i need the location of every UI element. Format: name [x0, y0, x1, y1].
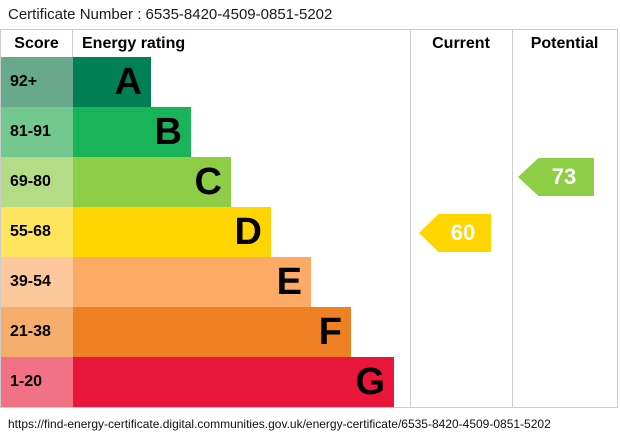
- band-letter: C: [194, 161, 222, 203]
- band-row-b: 81-91 B: [1, 107, 617, 157]
- current-rating-value: 60: [450, 220, 476, 245]
- band-letter: E: [276, 261, 302, 303]
- band-row-g: 1-20 G: [1, 357, 617, 407]
- band-letter: B: [154, 111, 182, 153]
- band-letter: A: [114, 61, 142, 103]
- band-score-range: 1-20: [1, 357, 73, 407]
- energy-rating-column-header: Energy rating: [82, 34, 186, 52]
- band-score-range: 39-54: [1, 257, 73, 307]
- band-row-f: 21-38 F: [1, 307, 617, 357]
- potential-column-divider: [512, 30, 513, 407]
- band-score-range: 69-80: [1, 157, 73, 207]
- band-bar: A: [73, 57, 151, 107]
- band-score-range: 21-38: [1, 307, 73, 357]
- band-bar: C: [73, 157, 231, 207]
- band-letter: G: [355, 361, 385, 403]
- band-letter: D: [234, 211, 262, 253]
- potential-rating-value: 73: [551, 164, 577, 189]
- certificate-number-title: Certificate Number : 6535-8420-4509-0851…: [8, 6, 333, 23]
- band-bar: G: [73, 357, 394, 407]
- band-score-range: 55-68: [1, 207, 73, 257]
- band-bar: F: [73, 307, 351, 357]
- energy-rating-table: Score Energy rating Current Potential 92…: [0, 29, 618, 408]
- band-row-c: 69-80 C: [1, 157, 617, 207]
- band-score-range: 92+: [1, 57, 73, 107]
- current-column-divider: [410, 30, 411, 407]
- band-bar: B: [73, 107, 191, 157]
- band-bar: E: [73, 257, 311, 307]
- band-letter: F: [318, 311, 342, 353]
- band-row-e: 39-54 E: [1, 257, 617, 307]
- band-row-a: 92+ A: [1, 57, 617, 107]
- band-score-range: 81-91: [1, 107, 73, 157]
- table-header-row: Score Energy rating Current Potential: [1, 30, 617, 57]
- certificate-url: https://find-energy-certificate.digital.…: [8, 417, 551, 431]
- band-bar: D: [73, 207, 271, 257]
- potential-column-header: Potential: [530, 34, 599, 52]
- current-column-header: Current: [432, 34, 490, 52]
- band-row-d: 55-68 D: [1, 207, 617, 257]
- score-column-header: Score: [1, 30, 73, 57]
